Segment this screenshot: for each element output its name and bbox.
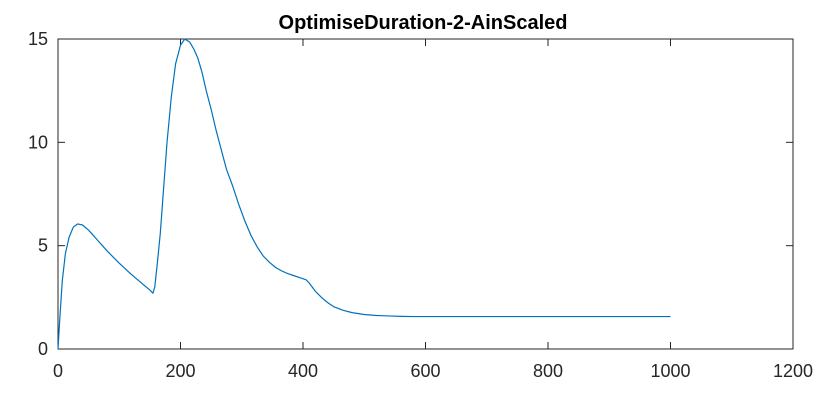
plot-area-frame (57, 38, 794, 350)
y-tick-label: 0 (38, 339, 48, 359)
y-tick-label: 5 (38, 236, 48, 256)
y-tick-label: 15 (28, 29, 48, 49)
axes: 0 200 400 600 800 1000 1200 0 5 10 15 (28, 29, 813, 381)
x-tick-label: 800 (533, 361, 563, 381)
x-tick-label: 1000 (650, 361, 690, 381)
series-line-0 (57, 38, 671, 350)
x-tick-label: 1200 (773, 361, 813, 381)
series-group (57, 38, 671, 350)
y-tick-label: 10 (28, 132, 48, 152)
x-tick-label: 600 (410, 361, 440, 381)
x-tick-label: 200 (165, 361, 195, 381)
x-tick-label: 400 (288, 361, 318, 381)
x-tick-label: 0 (53, 361, 63, 381)
chart-title: OptimiseDuration-2-AinScaled (279, 12, 568, 34)
